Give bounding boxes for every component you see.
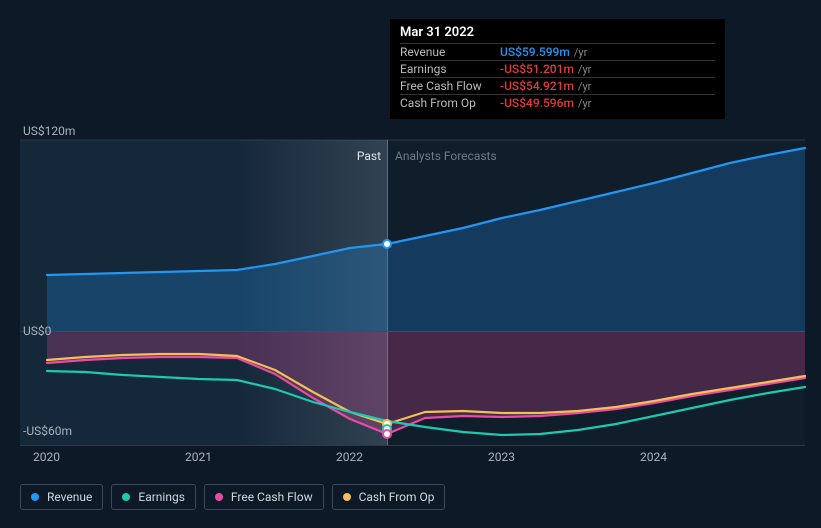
y-axis-tick: US$0 bbox=[23, 324, 51, 338]
chart-legend: Revenue Earnings Free Cash Flow Cash From O… bbox=[20, 484, 445, 510]
legend-swatch-icon bbox=[215, 493, 223, 501]
legend-label: Revenue bbox=[47, 490, 92, 504]
tooltip-metric-value: -US$49.596m bbox=[500, 96, 574, 110]
legend-item-revenue[interactable]: Revenue bbox=[20, 484, 103, 510]
legend-label: Free Cash Flow bbox=[231, 490, 313, 504]
legend-swatch-icon bbox=[122, 493, 130, 501]
tooltip-metric-label: Free Cash Flow bbox=[400, 79, 500, 93]
legend-label: Earnings bbox=[138, 490, 185, 504]
past-label-text: Past bbox=[357, 149, 381, 163]
legend-item-fcf[interactable]: Free Cash Flow bbox=[204, 484, 324, 510]
tooltip-metric-unit: /yr bbox=[574, 46, 587, 59]
tooltip-row: Cash From Op-US$49.596m/yr bbox=[400, 94, 715, 111]
tooltip-row: RevenueUS$59.599m/yr bbox=[400, 43, 715, 60]
tooltip-metric-value: US$59.599m bbox=[500, 45, 570, 59]
tooltip-metric-value: -US$51.201m bbox=[500, 62, 574, 76]
tooltip-metric-label: Revenue bbox=[400, 45, 500, 59]
past-region-label: Past bbox=[357, 149, 381, 163]
tooltip-metric-label: Cash From Op bbox=[400, 96, 500, 110]
legend-label: Cash From Op bbox=[359, 490, 435, 504]
tooltip-row: Free Cash Flow-US$54.921m/yr bbox=[400, 77, 715, 94]
forecast-label-text: Analysts Forecasts bbox=[395, 149, 497, 163]
legend-item-earnings[interactable]: Earnings bbox=[111, 484, 196, 510]
tooltip-metric-unit: /yr bbox=[578, 80, 591, 93]
tooltip-metric-unit: /yr bbox=[578, 63, 591, 76]
tooltip-date: Mar 31 2022 bbox=[400, 25, 715, 43]
forecast-region-label: Analysts Forecasts bbox=[395, 149, 497, 163]
legend-swatch-icon bbox=[343, 493, 351, 501]
tooltip-metric-unit: /yr bbox=[578, 97, 591, 110]
x-axis-tick: 2021 bbox=[185, 450, 212, 464]
legend-swatch-icon bbox=[31, 493, 39, 501]
tooltip-row: Earnings-US$51.201m/yr bbox=[400, 60, 715, 77]
x-axis-tick: 2022 bbox=[336, 450, 363, 464]
tooltip-metric-label: Earnings bbox=[400, 62, 500, 76]
y-axis-tick: US$120m bbox=[23, 124, 75, 138]
x-axis-tick: 2020 bbox=[33, 450, 60, 464]
y-axis-tick: -US$60m bbox=[23, 424, 72, 438]
tooltip-metric-value: -US$54.921m bbox=[500, 79, 574, 93]
chart-tooltip: Mar 31 2022 RevenueUS$59.599m/yrEarnings… bbox=[390, 19, 725, 119]
x-axis-tick: 2024 bbox=[640, 450, 667, 464]
legend-item-cfo[interactable]: Cash From Op bbox=[332, 484, 446, 510]
financial-forecast-chart: US$120mUS$0-US$60m 20202021202220232024 … bbox=[0, 0, 821, 524]
x-axis-tick: 2023 bbox=[488, 450, 515, 464]
